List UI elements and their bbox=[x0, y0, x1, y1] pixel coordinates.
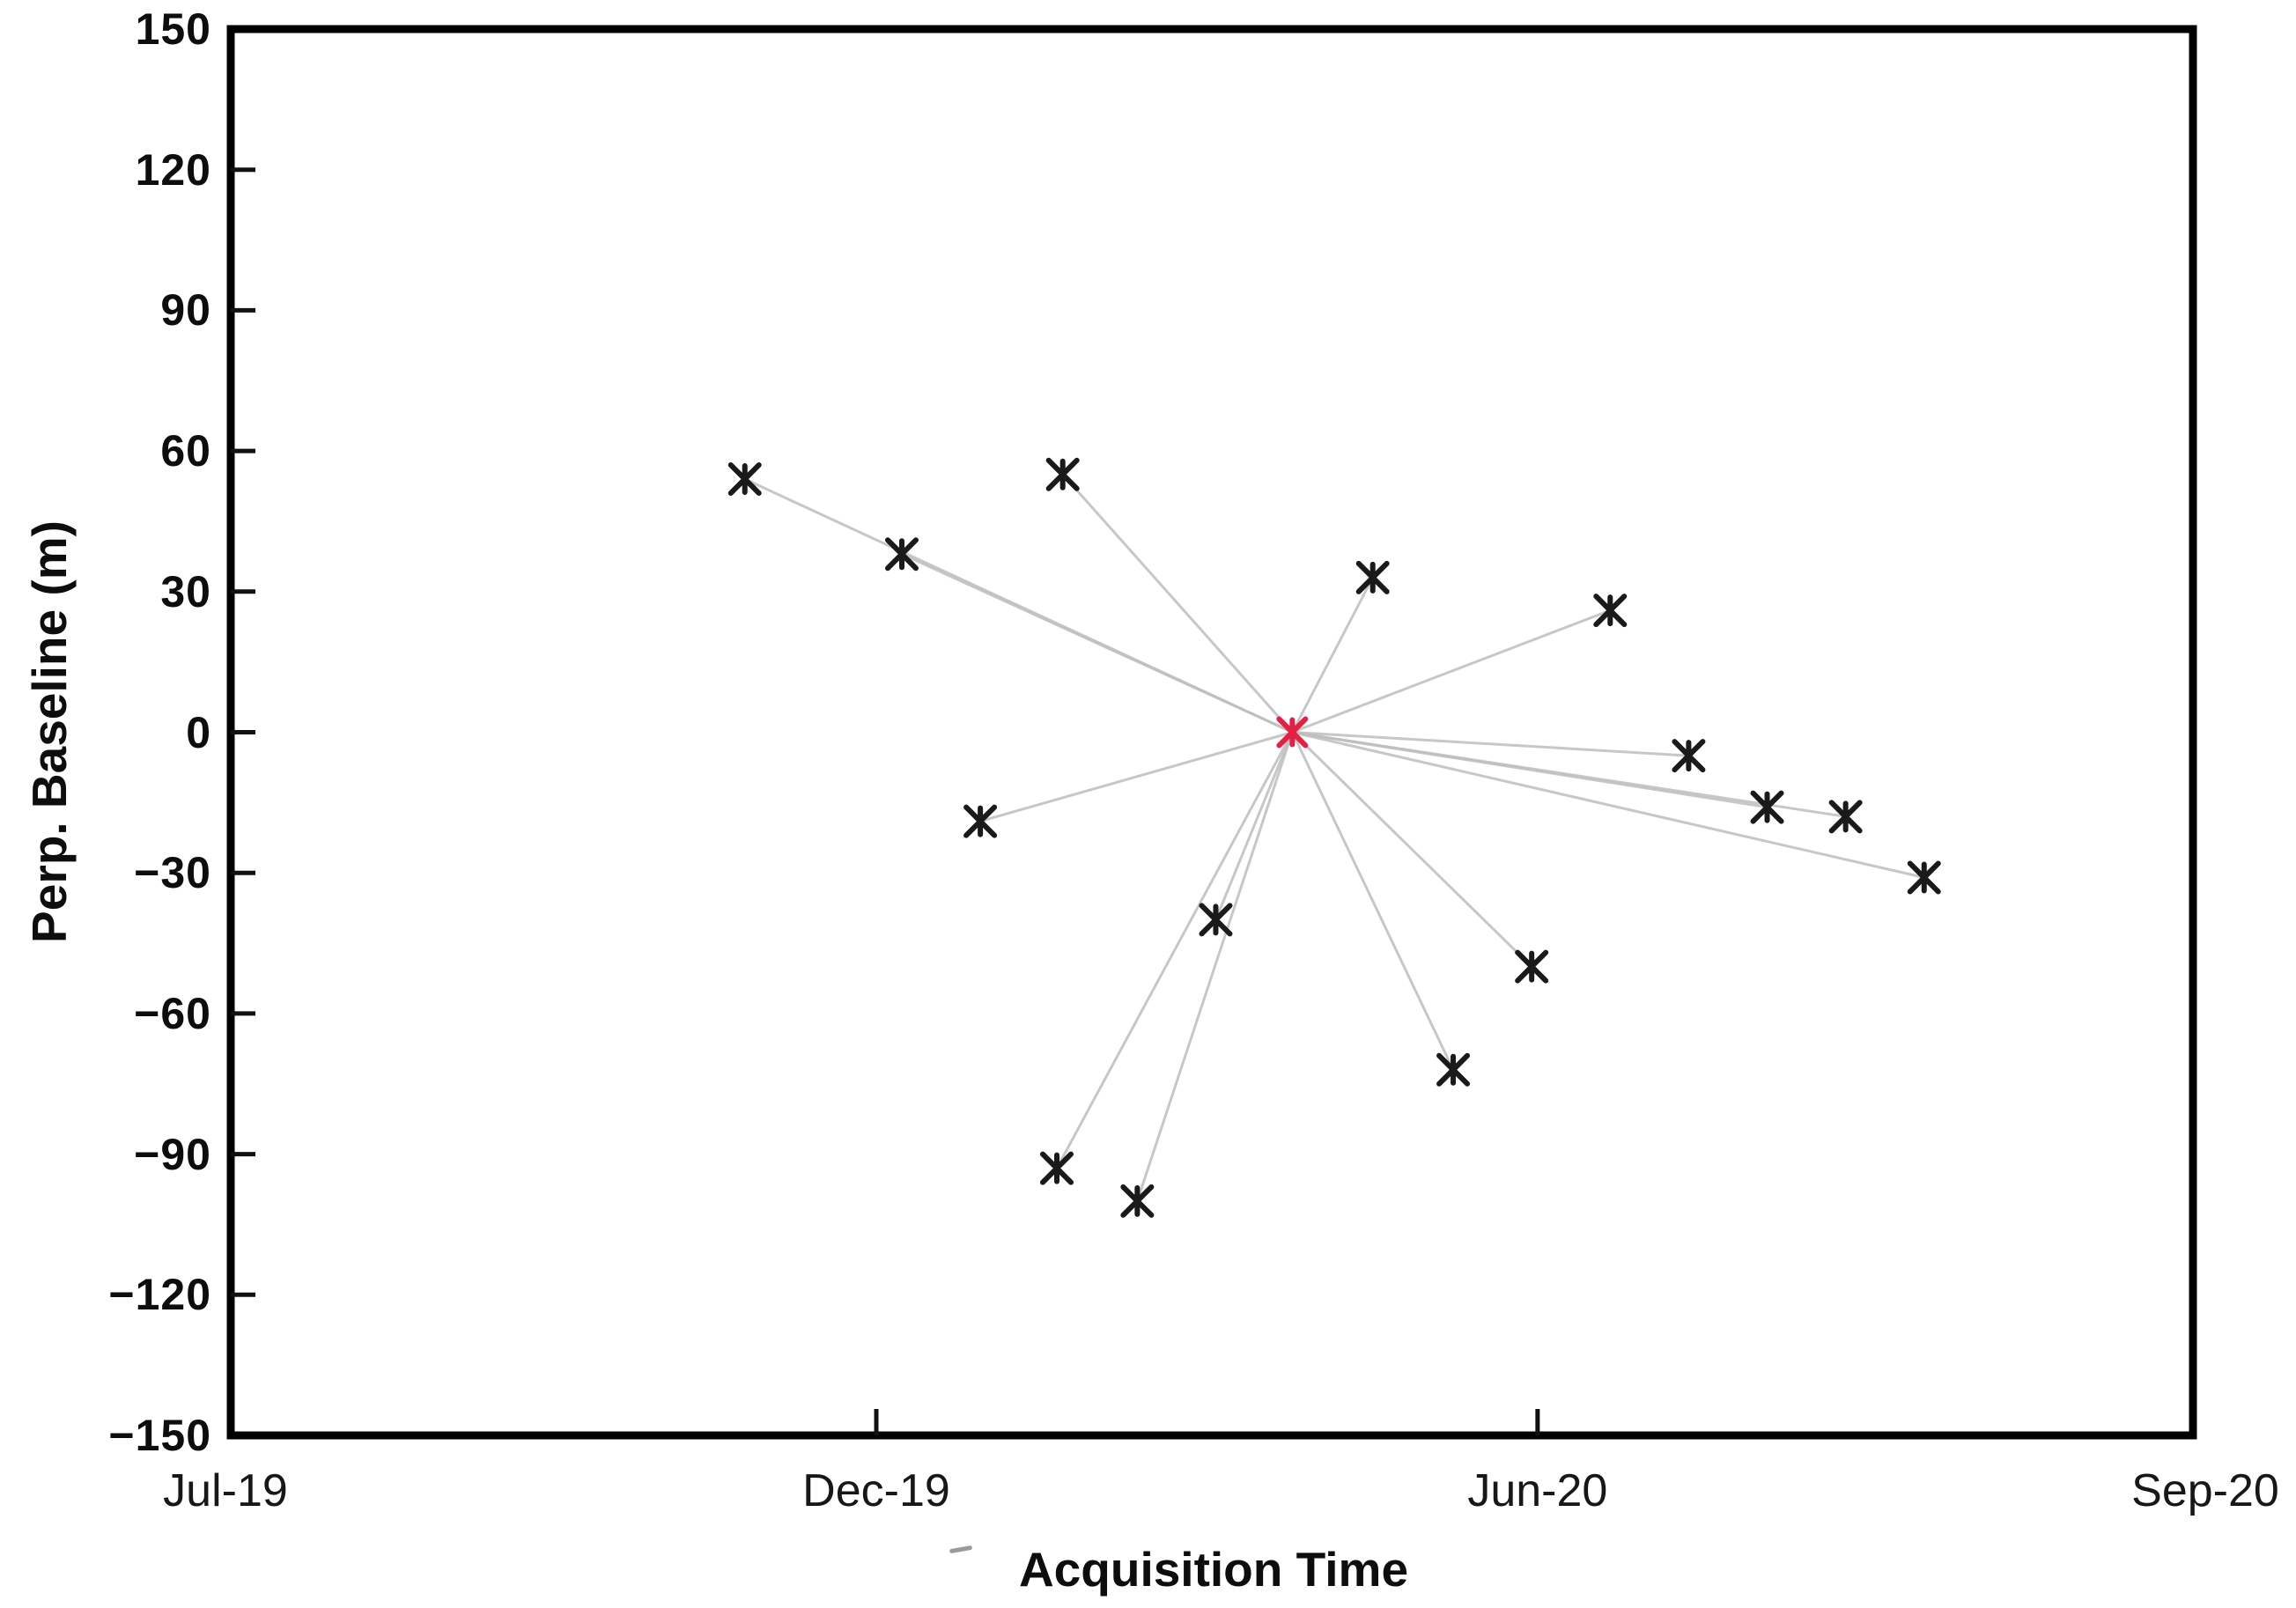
y-tick-label: 60 bbox=[160, 426, 211, 476]
master-acquisition-marker bbox=[1276, 716, 1309, 749]
x-tick-label: Dec-19 bbox=[802, 1465, 950, 1516]
acquisition-marker bbox=[1515, 949, 1549, 984]
x-axis-title: Acquisition Time bbox=[1018, 1542, 1409, 1597]
y-tick-label: 120 bbox=[135, 144, 211, 195]
baseline-connection-line bbox=[979, 731, 1293, 823]
acquisition-marker bbox=[1120, 1184, 1155, 1218]
plot-border bbox=[226, 25, 2197, 1440]
y-tick-label: −60 bbox=[134, 988, 211, 1038]
baseline-connection-line bbox=[1135, 732, 1294, 1202]
x-tick-label: Jul-19 bbox=[163, 1465, 288, 1516]
x-tick-label: Sep-20 bbox=[2131, 1465, 2279, 1516]
acquisition-marker bbox=[963, 804, 998, 838]
acquisition-marker bbox=[1045, 457, 1080, 491]
acquisition-marker bbox=[1828, 800, 1863, 834]
y-tick-label: 30 bbox=[160, 566, 211, 616]
baseline-connection-line bbox=[901, 552, 1293, 734]
y-tick-label: 150 bbox=[135, 4, 211, 54]
y-tick-label: 90 bbox=[160, 285, 211, 336]
y-tick-label: −150 bbox=[108, 1411, 211, 1460]
acquisition-marker bbox=[1199, 903, 1233, 937]
baseline-connection-line bbox=[1292, 731, 1925, 879]
acquisition-marker bbox=[1355, 560, 1390, 594]
y-tick-label: 0 bbox=[186, 707, 211, 757]
baseline-connection-line bbox=[1292, 731, 1846, 818]
acquisition-marker bbox=[884, 537, 919, 572]
baseline-connection-line bbox=[1291, 731, 1533, 968]
y-tick-label: −120 bbox=[108, 1270, 211, 1320]
y-axis-title: Perp. Baseline (m) bbox=[22, 520, 77, 943]
acquisition-marker bbox=[1436, 1052, 1471, 1087]
y-tick-label: −90 bbox=[134, 1129, 211, 1179]
baseline-connection-line bbox=[1055, 731, 1294, 1169]
baseline-connection-line bbox=[1291, 577, 1375, 734]
acquisition-marker bbox=[727, 462, 762, 497]
baseline-connection-line bbox=[1214, 731, 1294, 921]
acquisition-marker bbox=[1593, 594, 1628, 628]
baseline-connection-line bbox=[1290, 731, 1455, 1071]
baseline-connection-line bbox=[1291, 609, 1611, 734]
acquisition-marker bbox=[1039, 1151, 1074, 1185]
acquisition-marker bbox=[1907, 860, 1941, 895]
x-tick-label: Jun-20 bbox=[1467, 1465, 1608, 1516]
baseline-connection-line bbox=[1061, 473, 1294, 734]
acquisition-marker bbox=[1672, 739, 1706, 773]
baseline-connection-line bbox=[1292, 731, 1689, 757]
acquisition-marker bbox=[1750, 790, 1784, 824]
y-tick-label: −30 bbox=[134, 848, 211, 898]
